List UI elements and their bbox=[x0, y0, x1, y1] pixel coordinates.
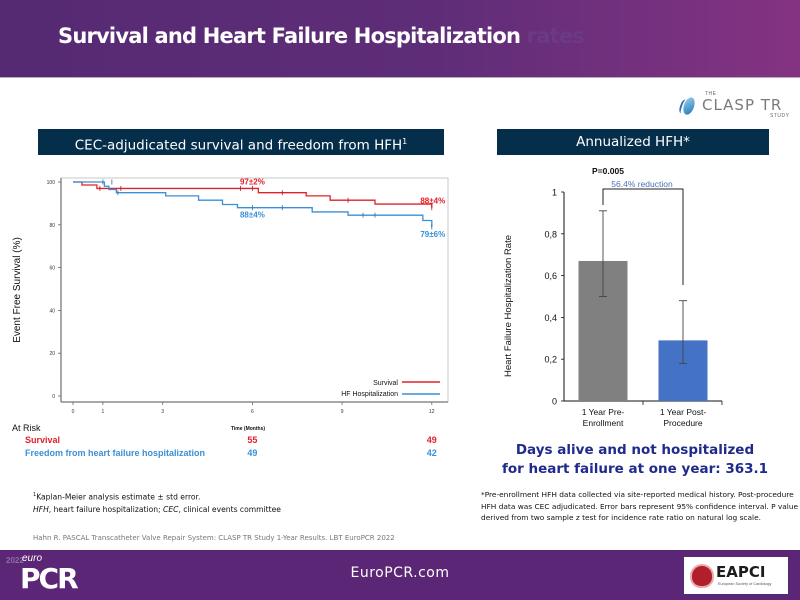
km-y-tick-label: 80 bbox=[49, 223, 55, 229]
eapci-logo: EAPCI European Society of Cardiology bbox=[684, 557, 788, 594]
logo-name: CLASP TR bbox=[702, 96, 783, 114]
km-legend: Survival HF Hospitalization bbox=[341, 380, 440, 398]
abbr-cec: CEC bbox=[163, 504, 179, 514]
bar-panel-header: Annualized HFH* bbox=[497, 129, 769, 155]
km-panel-header-text: CEC-adjudicated survival and freedom fro… bbox=[74, 137, 403, 154]
bar-category-label: 1 Year Post- bbox=[660, 407, 706, 417]
km-annotation: 79±6% bbox=[420, 230, 445, 239]
bar-category-label: 1 Year Pre- bbox=[582, 407, 625, 417]
footnote-sup: 1 bbox=[33, 492, 37, 498]
km-footnote-line2: HFH, heart failure hospitalization; CEC,… bbox=[33, 504, 281, 516]
significance-bracket bbox=[602, 188, 684, 285]
reduction-label: 56.4% reduction bbox=[611, 179, 673, 189]
km-legend-hfh-label: HF Hospitalization bbox=[341, 391, 398, 398]
days-alive-line2: for heart failure at one year: 363.1 bbox=[501, 461, 769, 477]
bar-y-tick-label: 0,8 bbox=[544, 229, 557, 239]
bar-y-tick-label: 0,6 bbox=[544, 271, 557, 281]
at-risk-count: 42 bbox=[427, 448, 437, 458]
km-panel-header: CEC-adjudicated survival and freedom fro… bbox=[38, 129, 444, 155]
footer-year-text: 2022 bbox=[6, 556, 24, 565]
km-y-tick-label: 40 bbox=[49, 308, 55, 314]
footer-bar: 2022 euro PCR EuroPCR.com EAPCI European… bbox=[0, 550, 800, 600]
bar-y-tick-label: 0 bbox=[552, 397, 557, 407]
km-series: 97±2% 88±4% 88±4% 79±6% bbox=[73, 177, 445, 239]
km-annotation: 88±4% bbox=[420, 197, 445, 206]
clasp-tr-logo: THE CLASP TR STUDY bbox=[677, 91, 790, 123]
bar-y-tick-label: 0,2 bbox=[544, 355, 557, 365]
km-x-tick-label: 1 bbox=[102, 409, 105, 415]
slide-title: Survival and Heart Failure Hospitalizati… bbox=[58, 24, 585, 48]
footnote-km-text: Kaplan-Meier analysis estimate ± std err… bbox=[36, 492, 201, 502]
bar-y-tick-label: 0,4 bbox=[544, 313, 557, 323]
bar-bars: 1 Year Pre-Enrollment 1 Year Post-Procedu… bbox=[578, 210, 723, 428]
p-value-label: P=0.005 bbox=[592, 166, 624, 176]
km-y-tick-label: 0 bbox=[52, 394, 55, 400]
at-risk-values: 55 49 49 42 bbox=[247, 435, 436, 458]
bar-panel-header-text: Annualized HFH* bbox=[576, 134, 690, 150]
at-risk-count: 55 bbox=[247, 435, 257, 445]
bar-category-label: Procedure bbox=[663, 418, 702, 428]
km-annotation: 97±2% bbox=[240, 177, 265, 186]
at-risk-count: 49 bbox=[247, 448, 257, 458]
logo-study: STUDY bbox=[770, 113, 790, 119]
km-y-ticks: 0 20 40 60 80 100 bbox=[47, 180, 61, 400]
km-y-tick-label: 60 bbox=[49, 266, 55, 272]
at-risk-label: At Risk bbox=[12, 423, 41, 433]
slide-title-text: Survival and Heart Failure Hospitalizati… bbox=[58, 24, 521, 48]
km-y-axis-label: Event Free Survival (%) bbox=[12, 237, 23, 343]
at-risk-count: 49 bbox=[427, 435, 437, 445]
logo-the: THE bbox=[705, 91, 717, 97]
title-bar: Survival and Heart Failure Hospitalizati… bbox=[0, 0, 800, 78]
esc-text: European Society of Cardiology bbox=[718, 582, 772, 586]
eapci-heart-icon bbox=[690, 564, 714, 588]
bar-y-axis-label: Heart Failure Hospitalization Rate bbox=[503, 235, 514, 377]
km-y-tick-label: 100 bbox=[47, 180, 56, 186]
bar-footnote: *Pre-enrollment HFH data collected via s… bbox=[481, 490, 799, 522]
km-footnote-line1: 1Kaplan-Meier analysis estimate ± std er… bbox=[33, 489, 281, 504]
footer-url[interactable]: EuroPCR.com bbox=[350, 565, 450, 581]
km-footnote: 1Kaplan-Meier analysis estimate ± std er… bbox=[33, 489, 281, 516]
km-legend-survival-label: Survival bbox=[373, 380, 398, 387]
km-x-tick-label: 3 bbox=[161, 409, 164, 415]
at-risk-survival-label: Survival bbox=[25, 435, 60, 445]
europcr-logo-euro: euro bbox=[22, 553, 43, 564]
km-x-tick-label: 9 bbox=[341, 409, 344, 415]
km-panel-header-sup: 1 bbox=[402, 137, 408, 146]
abbr-hfh-def: , heart failure hospitalization; bbox=[48, 504, 164, 514]
km-x-tick-label: 12 bbox=[429, 409, 435, 415]
km-survival-line bbox=[73, 181, 433, 208]
km-x-axis-label: Time (Months) bbox=[231, 426, 265, 432]
abbr-cec-def: , clinical events committee bbox=[178, 504, 281, 514]
bar-y-ticks: 0 0,2 0,4 0,6 0,8 1 bbox=[544, 188, 564, 407]
km-x-tick-label: 6 bbox=[251, 409, 254, 415]
bar-y-tick-label: 1 bbox=[552, 188, 557, 198]
europcr-logo-pcr: PCR bbox=[20, 562, 79, 595]
days-alive-summary: Days alive and not hospitalized for hear… bbox=[478, 441, 792, 479]
citation: Hahn R. PASCAL Transcatheter Valve Repai… bbox=[33, 534, 395, 542]
days-alive-line1: Days alive and not hospitalized bbox=[515, 442, 755, 458]
km-annotation: 88±4% bbox=[240, 211, 265, 220]
footer-year: 2022 bbox=[6, 556, 24, 565]
km-x-tick-label: 0 bbox=[72, 409, 75, 415]
slide-title-ghost-text: rates bbox=[526, 24, 585, 48]
km-x-ticks: 0 1 3 6 9 12 bbox=[72, 402, 435, 415]
abbr-hfh: HFH bbox=[33, 504, 49, 514]
km-y-tick-label: 20 bbox=[49, 351, 55, 357]
at-risk-hfh-label: Freedom from heart failure hospitalizati… bbox=[25, 448, 205, 458]
bar-category-label: Enrollment bbox=[583, 418, 624, 428]
km-hfh-line bbox=[73, 181, 433, 227]
eapci-brand: EAPCI bbox=[716, 563, 766, 581]
